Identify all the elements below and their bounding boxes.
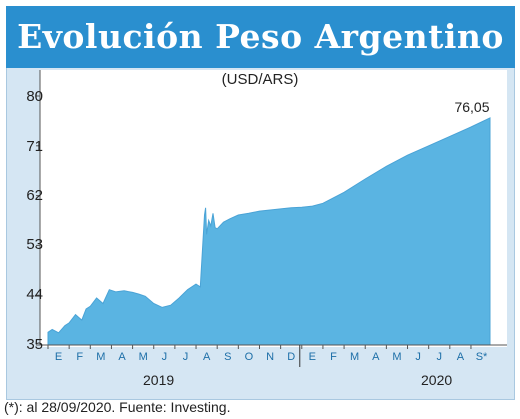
month-label: M [138, 351, 148, 363]
month-label: S* [475, 351, 488, 363]
title-band [6, 6, 515, 68]
y-tick-label: 71 [26, 138, 43, 155]
end-value-label: 76,05 [454, 99, 490, 115]
month-label: O [244, 351, 254, 363]
month-label: J [161, 351, 168, 363]
month-label: S [224, 351, 232, 363]
y-tick-label: 53 [26, 236, 43, 253]
month-label: J [415, 351, 421, 363]
month-label: F [76, 351, 84, 363]
x-ticks [47, 345, 472, 349]
y-tick-label: 35 [26, 336, 43, 353]
year-label-2019: 2019 [143, 372, 175, 388]
y-tick-label: 44 [26, 286, 43, 303]
month-label: F [330, 351, 337, 363]
month-label: M [392, 351, 402, 363]
month-label: J [436, 351, 442, 363]
month-label: M [96, 351, 106, 363]
month-label: A [372, 351, 380, 363]
series-area [47, 117, 491, 346]
month-label: N [266, 351, 275, 363]
y-tick-label: 62 [26, 187, 43, 204]
month-label: E [308, 351, 317, 363]
y-tick-label: 80 [26, 88, 43, 105]
month-label: M [350, 351, 360, 363]
chart-title: Evolución Peso Argentino [17, 17, 504, 56]
month-label: J [182, 351, 189, 363]
month-label: D [287, 351, 296, 363]
year-label-2020: 2020 [421, 372, 453, 388]
month-label: A [118, 351, 126, 363]
y-ticks [36, 95, 40, 346]
month-label: E [54, 351, 63, 363]
unit-label: (USD/ARS) [221, 71, 299, 88]
month-label: A [456, 351, 465, 363]
footnote: (*): al 28/09/2020. Fuente: Investing. [4, 399, 231, 415]
month-label: A [202, 351, 211, 363]
